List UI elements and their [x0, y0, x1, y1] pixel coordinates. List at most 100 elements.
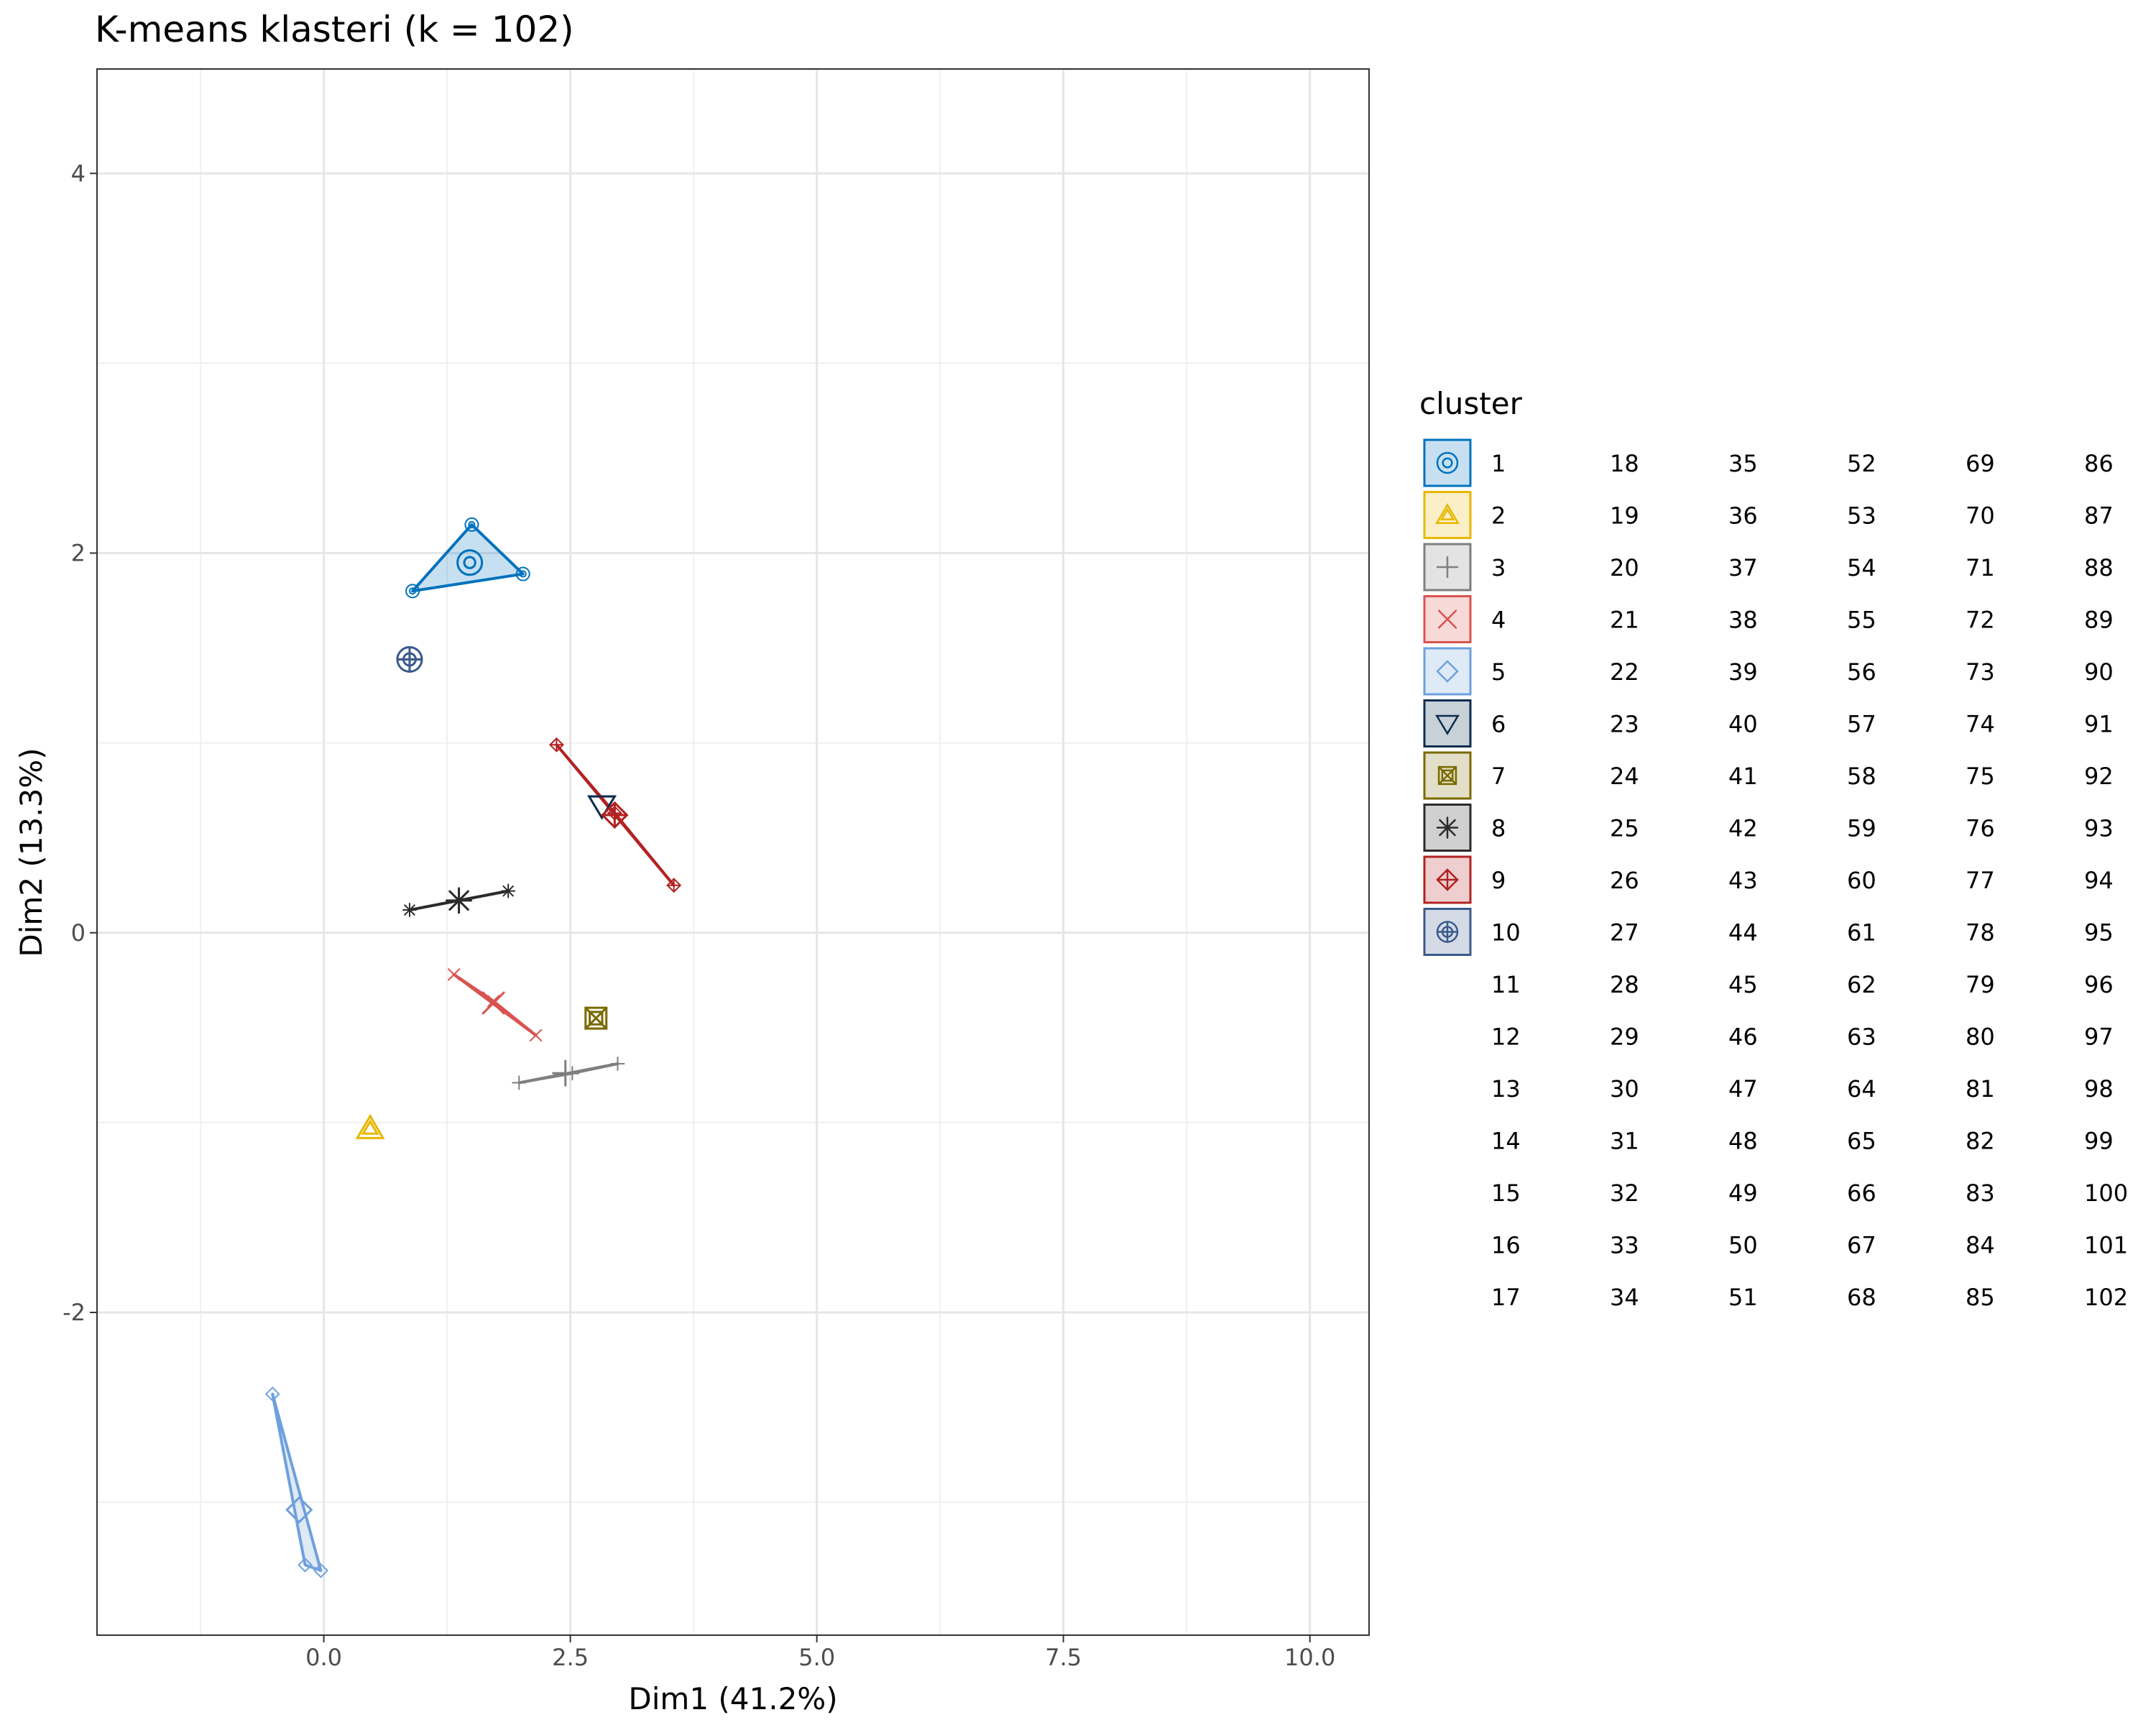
legend: cluster 12345678910111213141516171819202… — [1419, 386, 2128, 1311]
marker-shape — [264, 1386, 280, 1402]
legend-label: 99 — [2084, 1128, 2114, 1155]
cluster-5-point — [298, 1557, 313, 1573]
legend-key-symbol-9 — [1436, 868, 1459, 891]
legend-label: 86 — [2084, 450, 2114, 477]
cluster-1-point — [464, 517, 479, 532]
cluster-5-point — [264, 1386, 280, 1402]
marker-circle — [1436, 451, 1459, 474]
legend-label: 94 — [2084, 867, 2114, 894]
legend-label: 47 — [1728, 1075, 1758, 1103]
legend-label: 17 — [1491, 1284, 1521, 1311]
legend-label: 55 — [1847, 607, 1876, 634]
legend-label: 76 — [1966, 815, 1995, 842]
legend-label: 25 — [1610, 815, 1639, 842]
cluster-3-center — [552, 1059, 579, 1087]
x-tick-label: 10.0 — [1284, 1644, 1335, 1671]
legend-label: 26 — [1610, 867, 1639, 894]
grid-lines — [97, 69, 1369, 1635]
legend-label: 96 — [2084, 971, 2114, 998]
cluster-4-point — [529, 1029, 543, 1042]
legend-label: 35 — [1728, 450, 1758, 477]
legend-key-symbol-4 — [1437, 610, 1457, 629]
legend-label: 56 — [1847, 658, 1876, 686]
marker-circle — [519, 570, 527, 578]
legend-label: 32 — [1610, 1179, 1639, 1207]
legend-label: 48 — [1728, 1128, 1758, 1155]
legend-label: 20 — [1610, 554, 1639, 581]
marker-circle — [405, 584, 420, 599]
marker-stroke — [487, 995, 500, 1008]
marker-shape — [1439, 507, 1455, 520]
marker-circle — [409, 587, 417, 595]
cluster-points — [264, 517, 682, 1578]
legend-label: 102 — [2084, 1284, 2128, 1311]
marker-circle — [463, 556, 476, 569]
legend-label: 68 — [1847, 1284, 1876, 1311]
cluster-5-point — [313, 1563, 328, 1578]
marker-stroke — [482, 991, 505, 1015]
legend-label: 14 — [1491, 1128, 1521, 1155]
marker-stroke — [404, 904, 415, 916]
legend-label: 88 — [2084, 554, 2114, 581]
legend-label: 78 — [1966, 919, 1995, 947]
legend-label: 51 — [1728, 1284, 1758, 1311]
legend-label: 3 — [1491, 554, 1506, 581]
legend-label: 95 — [2084, 919, 2114, 947]
legend-label: 44 — [1728, 919, 1758, 947]
cluster-1-point — [405, 584, 420, 599]
legend-label: 29 — [1610, 1024, 1639, 1051]
legend-label: 16 — [1491, 1232, 1521, 1259]
legend-key-symbol-7 — [1437, 765, 1457, 786]
legend-labels: 1234567891011121314151617181920212223242… — [1491, 450, 2128, 1311]
marker-shape — [361, 1119, 379, 1135]
marker-shape — [1436, 660, 1459, 683]
legend-key-1 — [1423, 438, 1472, 487]
y-tick-label: 4 — [71, 160, 86, 187]
legend-key-symbol-3 — [1436, 556, 1459, 579]
legend-label: 82 — [1966, 1128, 1995, 1155]
cluster-7-center — [584, 1006, 608, 1030]
marker-shape — [586, 795, 617, 820]
legend-label: 31 — [1610, 1128, 1639, 1155]
legend-label: 4 — [1491, 607, 1506, 634]
legend-label: 74 — [1966, 711, 1995, 738]
legend-label: 9 — [1491, 867, 1506, 894]
legend-label: 90 — [2084, 658, 2114, 686]
legend-label: 19 — [1610, 502, 1639, 530]
legend-label: 67 — [1847, 1232, 1876, 1259]
marker-stroke — [1437, 610, 1457, 629]
y-tick-label: -2 — [63, 1299, 86, 1326]
legend-label: 54 — [1847, 554, 1876, 581]
x-tick-label: 5.0 — [798, 1644, 835, 1671]
marker-shape — [285, 1496, 313, 1524]
cluster-5-center — [285, 1496, 313, 1524]
marker-circle — [1442, 457, 1453, 469]
plot-area — [96, 68, 1370, 1636]
legend-label: 28 — [1610, 971, 1639, 998]
marker-shape — [313, 1563, 328, 1578]
cluster-10-center — [396, 645, 423, 673]
cluster-3-point — [512, 1075, 527, 1090]
legend-label: 73 — [1966, 658, 1995, 686]
axes: 0.0 2.5 5.0 7.5 10.0 -2 0 2 4 — [63, 160, 1335, 1671]
legend-label: 52 — [1847, 450, 1876, 477]
legend-label: 24 — [1610, 763, 1639, 790]
legend-label: 92 — [2084, 763, 2114, 790]
legend-label: 89 — [2084, 607, 2114, 634]
marker-shape — [298, 1557, 313, 1573]
legend-label: 8 — [1491, 815, 1506, 842]
legend-label: 84 — [1966, 1232, 1995, 1259]
legend-label: 13 — [1491, 1075, 1521, 1103]
legend-label: 23 — [1610, 711, 1639, 738]
legend-label: 71 — [1966, 554, 1995, 581]
legend-label: 80 — [1966, 1024, 1995, 1051]
legend-label: 7 — [1491, 763, 1506, 790]
legend-label: 65 — [1847, 1128, 1876, 1155]
marker-circle — [456, 549, 484, 576]
legend-label: 57 — [1847, 711, 1876, 738]
cluster-8-point — [501, 883, 516, 898]
x-tick-label: 0.0 — [305, 1644, 342, 1671]
legend-label: 75 — [1966, 763, 1995, 790]
legend-label: 79 — [1966, 971, 1995, 998]
